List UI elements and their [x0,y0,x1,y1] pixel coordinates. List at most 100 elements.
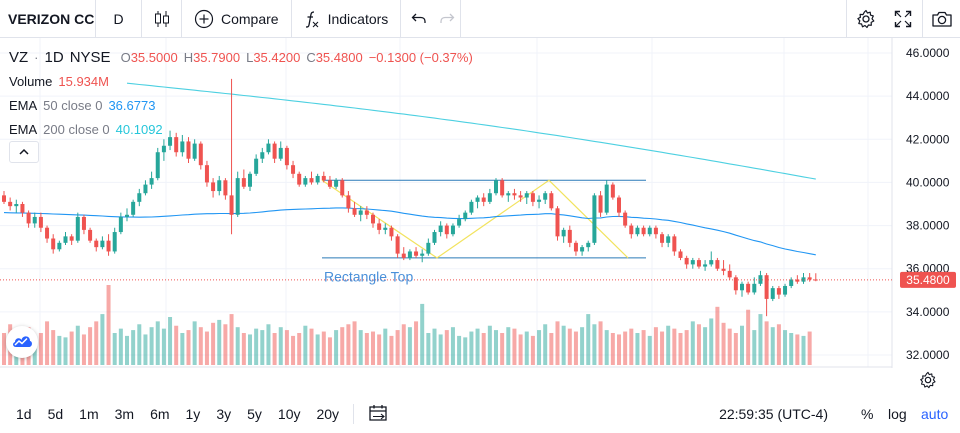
candle-body [106,240,111,252]
candle-body [684,257,689,265]
range-3y[interactable]: 3y [216,406,232,422]
clock[interactable]: 22:59:35 (UTC-4) [719,406,828,422]
auto-scale-button[interactable]: auto [921,406,949,422]
candle-body [758,275,763,284]
candle-body [647,227,652,235]
volume-bar [512,328,517,365]
range-1y[interactable]: 1y [185,406,201,422]
candle-body [740,283,744,291]
legend-ema50-row[interactable]: EMA 50 close 0 36.6773 [9,94,473,118]
volume-bar [641,330,646,365]
candle-body [500,180,505,196]
candle-body [592,195,597,243]
candle-body [407,251,412,258]
candle-body [223,180,228,196]
axis-settings-button[interactable] [919,371,937,394]
camera-icon [931,10,953,28]
ema200-params: 200 close 0 [43,122,110,137]
percent-scale-button[interactable]: % [861,406,874,422]
volume-bar [81,334,86,365]
volume-bar [174,325,179,365]
candle-body [309,178,314,183]
interval-button[interactable]: D [96,0,142,38]
volume-bar [211,322,216,365]
candle-body [623,212,628,226]
candle-body [690,260,695,265]
candle-body [506,193,511,196]
volume-bar [426,333,431,365]
collapse-legend-button[interactable] [9,141,39,163]
volume-bar [106,285,111,365]
redo-button[interactable] [433,0,462,38]
candle-body [69,236,74,241]
candle-body [414,251,419,256]
volume-bar [740,325,744,365]
candle-body [770,288,775,299]
range-1m[interactable]: 1m [79,406,99,422]
range-3m[interactable]: 3m [114,406,135,422]
volume-bar [75,325,80,365]
range-5d[interactable]: 5d [47,406,64,422]
fullscreen-icon [894,10,912,28]
volume-bar [561,325,566,365]
settings-button[interactable] [846,0,884,38]
candle-body [518,195,523,198]
price-tick-label: 40.0000 [906,175,950,189]
candle-body [57,242,62,250]
candle-body [204,165,209,183]
volume-bar [592,324,597,365]
indicators-button[interactable]: Indicators [292,0,402,38]
fullscreen-button[interactable] [884,0,922,38]
candle-body [346,195,351,209]
volume-bar [518,334,523,365]
volume-bar [118,328,123,365]
volume-bar [580,327,585,365]
candle-body [586,242,591,248]
volume-bar [678,333,683,365]
date-range-button[interactable] [360,404,396,425]
symbol-search[interactable]: VERIZON CC [0,0,96,38]
candle-body [598,195,603,213]
ema50-label: EMA [9,98,38,113]
indicators-label: Indicators [327,10,389,27]
candle-body [524,193,529,198]
candle-body [155,152,160,179]
volume-bar [143,334,148,365]
candle-body [284,147,289,166]
candle-body [696,260,701,267]
volume-bar [653,327,658,365]
log-scale-button[interactable]: log [888,406,907,422]
close-key: C [306,50,316,65]
range-20y[interactable]: 20y [316,406,340,422]
logo-button[interactable] [6,326,38,358]
range-10y[interactable]: 10y [277,406,301,422]
candle-body [88,229,93,241]
undo-button[interactable] [405,0,433,38]
volume-bar [758,314,763,365]
volume-bar [297,333,302,365]
range-6m[interactable]: 6m [150,406,170,422]
candle-body [26,212,31,224]
legend-volume-row[interactable]: Volume 15.934M [9,70,473,94]
volume-bar [377,334,382,365]
chart-style-button[interactable] [142,0,182,38]
volume-value: 15.934M [58,74,109,89]
range-5y[interactable]: 5y [247,406,262,422]
volume-bar [272,333,277,365]
volume-bar [623,331,628,365]
volume-bar [315,334,320,365]
candle-body [229,195,234,215]
candle-body [241,178,246,187]
volume-bar [598,321,603,365]
divider [353,404,355,424]
candles [2,78,818,317]
legend-ema200-row[interactable]: EMA 200 close 0 40.1092 [9,118,473,142]
compare-button[interactable]: Compare [182,0,292,38]
candle-body [125,214,129,217]
legend-ohlc-row: VZ · 1D NYSE O35.5000 H35.7900 L35.4200 … [9,46,473,70]
range-1d[interactable]: 1d [16,406,32,422]
volume-bar [500,333,505,365]
candle-body [463,212,468,220]
volume-bar [284,330,289,365]
screenshot-button[interactable] [922,0,960,38]
